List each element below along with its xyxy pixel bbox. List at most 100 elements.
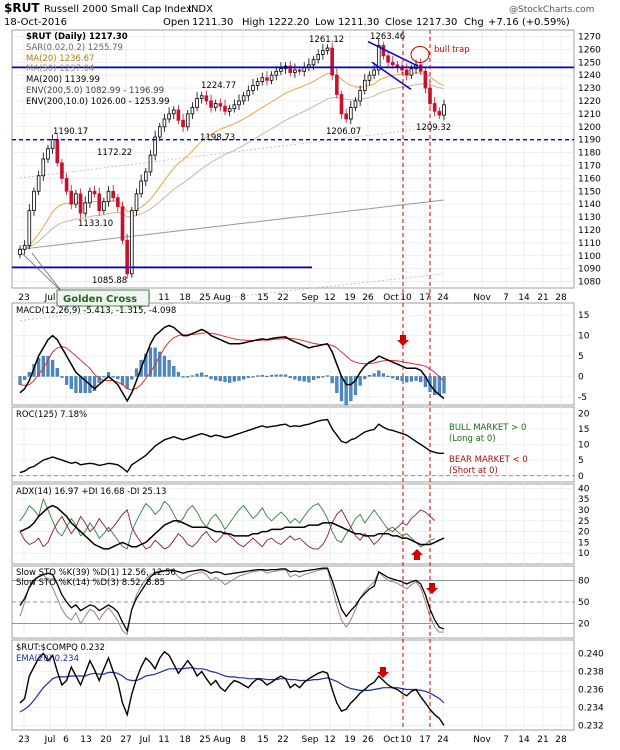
price-label: 1261.12 (309, 35, 344, 45)
macd-histogram-bar (288, 376, 292, 378)
open-value: 1211.30 (192, 17, 233, 28)
macd-histogram-bar (158, 351, 162, 377)
candle-up (269, 74, 274, 81)
symbol-title: $RUT (4, 1, 40, 15)
main-y-tick-label: 1250 (578, 58, 601, 68)
legend-title: $RUT (Daily) 1217.30 (26, 32, 128, 42)
macd-histogram-bar (274, 374, 278, 377)
short-at-label: (Short at 0) (449, 466, 498, 476)
candle-up (139, 180, 143, 195)
macd-histogram-bar (195, 373, 199, 377)
macd-histogram-bar (232, 376, 236, 382)
candle-up (358, 90, 362, 102)
golden-cross-box (56, 289, 150, 307)
x-tick-label-top: 7 (503, 293, 509, 303)
x-tick-label-top: 15 (257, 293, 268, 303)
sto-red-arrow (426, 583, 438, 594)
macd-histogram-bar (358, 376, 362, 386)
roc-title: ROC(125) 7.18% (16, 410, 87, 420)
macd-histogram-bar (339, 376, 344, 402)
x-tick-label-bottom: Nov (473, 735, 491, 745)
golden-cross-label: Golden Cross (63, 294, 137, 305)
candle-down (78, 193, 83, 214)
candle-down (330, 47, 334, 76)
macd-y-tick-label: -5 (578, 393, 587, 403)
x-tick-label-top: 25 (199, 293, 210, 303)
adx-title: ADX(14) 16.97 +DI 16.68 -DI 25.13 (16, 487, 166, 497)
candle-up (241, 95, 246, 102)
ma50-line (19, 83, 445, 250)
candle-up (162, 118, 167, 128)
macd-histogram-bar (256, 375, 260, 377)
x-tick-label-bottom: 23 (18, 735, 29, 745)
candle-up (260, 77, 265, 83)
macd-histogram-bar (55, 368, 59, 377)
main-y-tick-label: 1130 (578, 213, 601, 223)
legend-ma200: MA(200) 1139.99 (26, 75, 100, 85)
candle-up (36, 175, 41, 192)
candle-up (134, 193, 139, 212)
price-label: 1224.77 (201, 81, 236, 91)
x-tick-label-bottom: 22 (277, 735, 288, 745)
close-value: 1217.30 (416, 17, 457, 28)
candle-down (265, 77, 269, 81)
x-tick-label-bottom: 11 (158, 735, 169, 745)
macd-signal-line (19, 332, 445, 391)
x-tick-label-top: 17 (419, 293, 430, 303)
macd-histogram-bar (363, 376, 367, 380)
roc-y-tick-label: 20 (578, 409, 590, 419)
candle-up (279, 68, 283, 72)
ratio-y-tick-label: 0.232 (578, 722, 604, 732)
candle-down (223, 105, 227, 112)
x-tick-label-top: Aug (213, 293, 231, 303)
candle-down (335, 74, 339, 95)
main-y-tick-label: 1090 (578, 265, 601, 275)
candle-down (64, 177, 69, 192)
minus-di-line (19, 509, 435, 550)
x-tick-label-bottom: 21 (537, 735, 548, 745)
candle-down (218, 103, 223, 107)
macd-histogram-bar (176, 372, 181, 377)
price-label: 1206.07 (326, 127, 361, 137)
main-y-tick-label: 1240 (578, 71, 601, 81)
sto39-line (19, 567, 445, 633)
main-y-tick-label: 1260 (578, 45, 601, 55)
candle-up (227, 108, 232, 112)
candle-up (171, 109, 176, 115)
high-value: 1222.20 (268, 17, 309, 28)
candle-up (349, 107, 353, 120)
x-tick-label-top: 11 (158, 293, 169, 303)
close-label: Close (385, 17, 412, 28)
x-tick-label-bottom: 27 (120, 735, 131, 745)
macd-histogram-bar (64, 376, 69, 385)
x-tick-label-bottom: 14 (518, 735, 530, 745)
roc-y-tick-label: 0 (578, 472, 584, 482)
candle-up (237, 100, 241, 106)
macd-histogram-bar (377, 370, 381, 377)
candle-down (288, 65, 293, 73)
x-tick-label-bottom: 7 (503, 735, 509, 745)
golden-cross-pointer (31, 252, 63, 293)
sto-y-tick-label: 50 (578, 598, 590, 608)
ratio-title: $RUT:$COMPQ 0.232 (16, 643, 105, 653)
candle-down (344, 113, 348, 120)
legend-ma50: MA(50) 1237.04 (26, 64, 94, 74)
macd-histogram-bar (69, 376, 73, 389)
macd-histogram-bar (335, 376, 339, 393)
main-y-tick-label: 1160 (578, 174, 601, 184)
macd-histogram-bar (60, 376, 64, 378)
macd-histogram-bar (74, 376, 78, 393)
macd-histogram-bar (37, 357, 41, 377)
ratio-red-arrow (377, 667, 389, 678)
ma200-line (19, 199, 445, 250)
adx-y-tick-label: 35 (578, 495, 589, 505)
candle-down (116, 197, 120, 208)
adx-line (19, 504, 445, 550)
candle-up (185, 113, 190, 128)
adx-y-tick-label: 30 (578, 506, 590, 516)
x-tick-label-top: 12 (324, 293, 335, 303)
candle-up (246, 90, 251, 97)
macd-histogram-bar (279, 374, 283, 377)
candle-down (55, 139, 60, 164)
price-label: 1198.73 (200, 133, 235, 143)
